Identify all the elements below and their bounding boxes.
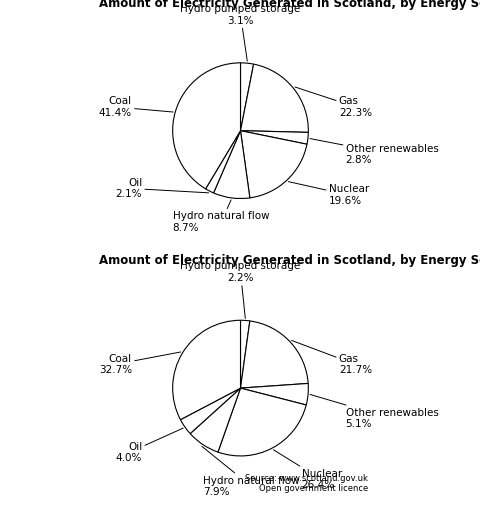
Wedge shape (217, 388, 306, 456)
Text: Nuclear
19.6%: Nuclear 19.6% (288, 182, 368, 206)
Wedge shape (205, 131, 240, 193)
Wedge shape (172, 321, 240, 420)
Text: Gas
22.3%: Gas 22.3% (294, 87, 371, 118)
Wedge shape (240, 64, 308, 133)
Wedge shape (240, 321, 308, 388)
Text: Other renewables
5.1%: Other renewables 5.1% (310, 394, 438, 430)
Text: Hydro natural flow
8.7%: Hydro natural flow 8.7% (172, 200, 269, 233)
Wedge shape (180, 388, 240, 434)
Wedge shape (240, 321, 249, 388)
Text: Amount of Electricity Generated in Scotland, by Energy Source for Last Year: Amount of Electricity Generated in Scotl… (98, 254, 480, 267)
Text: Hydro pumped storage
3.1%: Hydro pumped storage 3.1% (180, 4, 300, 61)
Wedge shape (240, 131, 308, 144)
Text: Oil
2.1%: Oil 2.1% (115, 178, 208, 199)
Text: Oil
4.0%: Oil 4.0% (116, 428, 183, 463)
Text: Amount of Electricity Generated in Scotland, by Energy Source for 20 Years Ago: Amount of Electricity Generated in Scotl… (98, 0, 480, 10)
Wedge shape (213, 131, 249, 199)
Text: Other renewables
2.8%: Other renewables 2.8% (309, 139, 438, 165)
Wedge shape (240, 131, 306, 198)
Text: Gas
21.7%: Gas 21.7% (291, 340, 371, 375)
Wedge shape (240, 63, 253, 131)
Text: Coal
41.4%: Coal 41.4% (98, 96, 173, 118)
Text: Nuclear
26.4%: Nuclear 26.4% (273, 450, 341, 490)
Text: Hydro pumped storage
2.2%: Hydro pumped storage 2.2% (180, 261, 300, 318)
Wedge shape (172, 63, 240, 189)
Wedge shape (190, 388, 240, 452)
Wedge shape (240, 383, 308, 405)
Text: Hydro natural flow
7.9%: Hydro natural flow 7.9% (201, 446, 299, 497)
Text: Source: www.scotland.gov.uk
Open government licence: Source: www.scotland.gov.uk Open governm… (245, 474, 367, 493)
Text: Coal
32.7%: Coal 32.7% (98, 352, 180, 375)
